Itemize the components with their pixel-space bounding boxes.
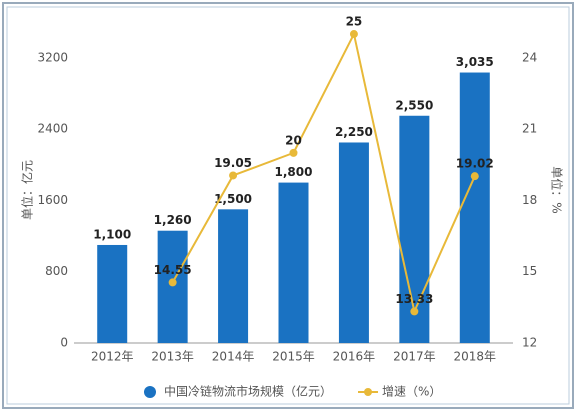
y-tick-label: 2400 — [37, 122, 68, 136]
value-label: 1,500 — [214, 192, 252, 206]
line-point — [229, 171, 238, 180]
bar — [459, 72, 490, 343]
x-tick-label: 2012年 — [91, 350, 134, 364]
value-label: 2,550 — [395, 98, 433, 112]
y-tick-label: 0 — [60, 336, 68, 350]
value-label: 1,800 — [275, 165, 313, 179]
y2-tick-label: 18 — [522, 193, 537, 207]
y2-tick-label: 24 — [522, 50, 537, 64]
legend-label: 增速（%） — [382, 385, 441, 399]
bar — [157, 230, 188, 343]
bar — [97, 244, 128, 343]
value-label: 20 — [285, 133, 302, 147]
inner-frame — [6, 6, 570, 405]
legend-label: 中国冷链物流市场规模（亿元） — [164, 384, 332, 399]
y2-tick-label: 12 — [522, 336, 537, 350]
y2-tick-label: 15 — [522, 264, 537, 278]
x-tick-label: 2017年 — [393, 350, 436, 364]
line-point — [410, 307, 419, 316]
value-label: 19.02 — [456, 157, 494, 171]
bar — [399, 115, 430, 343]
value-label: 25 — [346, 15, 363, 29]
bar — [218, 209, 249, 343]
x-tick-label: 2013年 — [151, 350, 194, 364]
value-label: 14.55 — [154, 263, 192, 277]
legend-swatch — [144, 386, 156, 398]
legend-swatch — [364, 388, 373, 396]
bar — [278, 182, 309, 343]
value-label: 2,250 — [335, 125, 373, 139]
line-point — [168, 278, 177, 287]
line-point — [470, 172, 479, 181]
value-label: 13.33 — [395, 292, 433, 306]
x-tick-label: 2014年 — [212, 350, 255, 364]
value-label: 3,035 — [456, 55, 494, 69]
y-axis-label: 单位：亿元 — [20, 160, 35, 220]
y-tick-label: 3200 — [37, 50, 68, 64]
line-point — [349, 30, 358, 39]
line-point — [289, 148, 298, 157]
y-tick-label: 1600 — [37, 193, 68, 207]
value-label: 1,260 — [154, 213, 192, 227]
y2-axis-label: 单位：% — [550, 166, 565, 213]
x-tick-label: 2015年 — [272, 350, 315, 364]
value-label: 19.05 — [214, 156, 252, 170]
value-label: 1,100 — [93, 227, 131, 241]
y2-tick-label: 21 — [522, 122, 537, 136]
x-tick-label: 2018年 — [454, 350, 497, 364]
bar — [338, 142, 369, 343]
x-tick-label: 2016年 — [333, 350, 376, 364]
y-tick-label: 800 — [45, 264, 68, 278]
line — [171, 31, 476, 315]
